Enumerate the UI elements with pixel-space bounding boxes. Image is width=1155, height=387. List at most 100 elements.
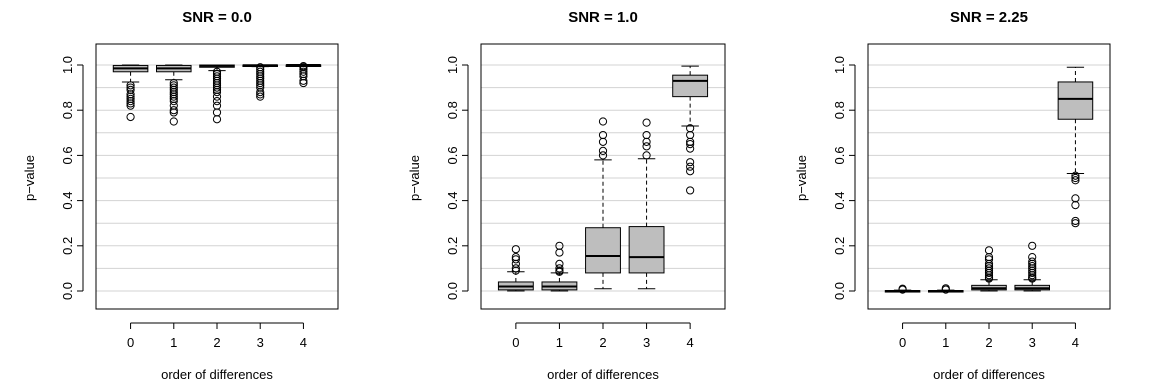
x-tick-label: 2: [599, 335, 606, 350]
outlier-point: [212, 97, 222, 106]
box-4: [672, 65, 709, 195]
y-tick-label: 0.6: [445, 146, 460, 164]
y-tick-label: 1.0: [445, 56, 460, 74]
x-tick-label: 0: [127, 335, 134, 350]
outlier-point: [1071, 173, 1080, 183]
y-tick-label: 0.8: [60, 101, 75, 119]
x-tick-label: 1: [942, 335, 949, 350]
outlier-point: [126, 99, 135, 108]
outlier-point: [169, 117, 178, 126]
y-tick-label: 0.2: [445, 237, 460, 255]
box-0: [884, 284, 921, 294]
outlier-point: [1071, 219, 1080, 228]
x-tick-label: 4: [1072, 335, 1079, 350]
x-tick-label: 4: [300, 335, 307, 350]
outlier-point: [686, 186, 695, 195]
box-body: [672, 74, 709, 98]
outlier-point: [299, 78, 308, 88]
box-1: [156, 64, 192, 126]
box-4: [1057, 66, 1094, 228]
outlier-point: [126, 97, 135, 106]
outlier-point: [984, 246, 994, 255]
outlier-point: [555, 264, 564, 273]
outlier-point: [598, 146, 608, 155]
outlier-point: [984, 255, 994, 264]
y-tick-label: 0.0: [60, 282, 75, 300]
outlier-point: [169, 97, 178, 106]
outlier-point: [1071, 216, 1080, 226]
outlier-point: [555, 241, 564, 250]
box-body: [585, 227, 621, 274]
x-tick-label: 0: [512, 335, 519, 350]
outlier-point: [642, 130, 651, 140]
x-tick-label: 4: [687, 335, 694, 350]
outlier-point: [984, 264, 994, 273]
chart-title: SNR = 2.25: [950, 9, 1028, 26]
outlier-point: [212, 92, 222, 101]
outlier-point: [126, 81, 135, 90]
x-tick-label: 2: [213, 335, 220, 350]
outlier-point: [299, 76, 308, 85]
outlier-point: [642, 142, 651, 151]
outlier-point: [686, 140, 695, 149]
y-axis-label: p−value: [407, 155, 422, 201]
x-tick-label: 1: [556, 335, 563, 350]
outlier-point: [126, 101, 135, 110]
outlier-point: [1028, 241, 1037, 250]
box-3: [628, 118, 665, 290]
outlier-point: [212, 83, 222, 92]
outlier-point: [299, 67, 308, 76]
outlier-point: [169, 106, 178, 115]
outlier-point: [256, 88, 265, 97]
outlier-point: [642, 137, 651, 146]
plot-frame: [480, 43, 726, 310]
outlier-point: [256, 92, 265, 101]
outlier-point: [555, 259, 564, 268]
outlier-point: [598, 137, 608, 146]
x-axis-label: order of differences: [933, 367, 1045, 382]
y-tick-label: 0.4: [445, 192, 460, 210]
chart-panel-1: SNR = 1.0 0.0 0.2 0.4 0.6 0.8 1.0 p−value 0 1 2 3 4 o…: [407, 9, 726, 382]
y-axis-label: p−value: [22, 155, 37, 201]
box-3: [242, 63, 279, 101]
box-body: [628, 226, 665, 274]
outlier-point: [511, 253, 520, 262]
box-3: [1014, 241, 1051, 292]
x-axis-label: order of differences: [547, 367, 659, 382]
y-tick-label: 0.4: [60, 192, 75, 210]
y-tick-label: 0.0: [832, 282, 847, 300]
outlier-point: [642, 118, 651, 127]
outlier-point: [1028, 253, 1037, 262]
y-tick-label: 0.6: [832, 146, 847, 164]
x-tick-label: 1: [170, 335, 177, 350]
outlier-point: [169, 108, 178, 117]
outlier-point: [555, 248, 564, 257]
x-tick-label: 0: [899, 335, 906, 350]
outlier-point: [642, 151, 651, 160]
outlier-point: [686, 162, 695, 171]
y-tick-label: 0.4: [832, 192, 847, 210]
y-tick-label: 0.6: [60, 146, 75, 164]
chart-panel-0: SNR = 0.0 0.0 0.2 0.4 0.6 0.8 1.0 p−value 0 1 2 3 4 o…: [22, 9, 339, 382]
x-tick-label: 3: [1029, 335, 1036, 350]
y-tick-label: 0.2: [832, 237, 847, 255]
box-0: [112, 64, 149, 122]
outlier-point: [126, 112, 135, 122]
outlier-point: [511, 245, 520, 254]
outlier-point: [1071, 176, 1080, 185]
box-2: [199, 64, 235, 124]
chart-title: SNR = 0.0: [182, 9, 252, 26]
outlier-point: [1028, 257, 1037, 266]
box-2: [585, 117, 621, 290]
outlier-point: [256, 90, 265, 99]
chart-title: SNR = 1.0: [568, 9, 638, 26]
box-1: [541, 241, 578, 292]
y-tick-label: 0.0: [445, 282, 460, 300]
x-axis-label: order of differences: [161, 367, 273, 382]
outlier-point: [212, 115, 222, 124]
y-tick-label: 0.2: [60, 237, 75, 255]
outlier-point: [686, 144, 695, 153]
chart-panel-2: SNR = 2.25 0.0 0.2 0.4 0.6 0.8 1.0 p−value 0 1 2 3 4…: [794, 9, 1111, 382]
box-body: [1057, 81, 1094, 120]
